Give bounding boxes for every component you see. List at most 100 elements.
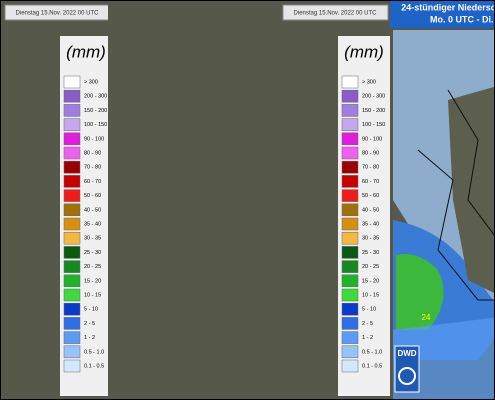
legend-label: 90 - 100 bbox=[84, 136, 104, 142]
date-box bbox=[282, 4, 389, 21]
legend-swatch bbox=[341, 345, 359, 359]
legend-label: 50 - 60 bbox=[362, 193, 379, 199]
legend-label: 0.5 - 1.0 bbox=[362, 349, 382, 355]
legend-label: 1 - 2 bbox=[84, 335, 95, 341]
legend-swatch bbox=[63, 345, 81, 359]
map-value-label: 24 bbox=[422, 313, 431, 322]
legend-swatch bbox=[341, 274, 359, 288]
legend-swatch bbox=[63, 104, 81, 117]
legend-swatch bbox=[341, 118, 359, 131]
legend-label: 0.5 - 1.0 bbox=[84, 349, 104, 355]
legend-label: 90 - 100 bbox=[362, 136, 382, 142]
legend-swatch bbox=[63, 132, 81, 146]
legend-label: 35 - 40 bbox=[362, 221, 379, 227]
date-label: Dienstag 15.Nov. 2022 00 UTC bbox=[294, 11, 378, 17]
legend-swatch bbox=[341, 75, 359, 89]
legend-swatch bbox=[63, 75, 81, 89]
legend-swatch bbox=[341, 217, 359, 231]
legend-label: 60 - 70 bbox=[84, 179, 101, 185]
map-title: 24-stündiger Niederschlag ECMWF bbox=[401, 2, 495, 12]
legend-swatch bbox=[63, 317, 81, 330]
legend-label: 20 - 25 bbox=[362, 264, 379, 270]
legend-swatch bbox=[341, 331, 359, 344]
dwd-swirl bbox=[398, 367, 416, 385]
legend-label: 35 - 40 bbox=[84, 221, 101, 227]
legend-swatch bbox=[63, 231, 81, 245]
legend-label: 15 - 20 bbox=[362, 278, 379, 284]
legend-label: 5 - 10 bbox=[84, 307, 98, 313]
legend-swatch bbox=[63, 359, 81, 373]
legend-swatch bbox=[341, 288, 359, 302]
legend-label: 100 - 150 bbox=[84, 122, 107, 128]
legend-swatch bbox=[63, 118, 81, 131]
legend-swatch bbox=[63, 288, 81, 302]
legend-label: 100 - 150 bbox=[362, 122, 385, 128]
legend-label: > 300 bbox=[362, 79, 376, 85]
legend-swatch bbox=[341, 260, 359, 273]
dwd-text: DWD bbox=[397, 349, 416, 358]
legend-swatch bbox=[63, 217, 81, 231]
legend-label: 40 - 50 bbox=[362, 207, 379, 213]
legend-swatch bbox=[63, 331, 81, 344]
unit-label: (mm) bbox=[66, 42, 106, 61]
legend-label: 10 - 15 bbox=[362, 292, 379, 298]
legend-swatch bbox=[341, 132, 359, 146]
legend-label: 30 - 35 bbox=[84, 236, 101, 242]
legend-label: 10 - 15 bbox=[84, 292, 101, 298]
legend-label: 70 - 80 bbox=[362, 165, 379, 171]
map-subtitle: Mo. 0 UTC - Di. 0 UTC bbox=[430, 14, 495, 24]
border bbox=[417, 89, 495, 301]
precip-green bbox=[396, 254, 444, 330]
legend-label: 150 - 200 bbox=[362, 108, 385, 114]
legend-swatch bbox=[341, 231, 359, 245]
legend-label: 25 - 30 bbox=[84, 250, 101, 256]
panel: 24-stündiger Niederschlag ECMWF Mo. 0 UTC… bbox=[108, 0, 495, 400]
legend-label: 2 - 5 bbox=[84, 321, 95, 327]
legend-swatch bbox=[63, 302, 81, 316]
legend-swatch bbox=[341, 160, 359, 174]
legend-swatch bbox=[341, 104, 359, 117]
unit-label: (mm) bbox=[344, 42, 384, 61]
legend-swatch bbox=[341, 203, 359, 217]
legend-swatch bbox=[341, 317, 359, 330]
header-bar bbox=[390, 0, 495, 28]
legend-swatch bbox=[341, 189, 359, 202]
legend-swatch bbox=[341, 359, 359, 373]
legend-label: 30 - 35 bbox=[362, 236, 379, 242]
legend-label: 200 - 300 bbox=[84, 94, 107, 100]
legend-label: 150 - 200 bbox=[84, 108, 107, 114]
legend-label: 70 - 80 bbox=[84, 165, 101, 171]
legend-swatch bbox=[63, 175, 81, 188]
date-label: Dienstag 15.Nov. 2022 00 UTC bbox=[16, 11, 100, 17]
legend-swatch bbox=[63, 146, 81, 160]
legend-label: 15 - 20 bbox=[84, 278, 101, 284]
legend-label: 0.1 - 0.5 bbox=[362, 363, 382, 369]
legend-label: 50 - 60 bbox=[84, 193, 101, 199]
legend-swatch bbox=[63, 160, 81, 174]
legend-label: 40 - 50 bbox=[84, 207, 101, 213]
legend-swatch bbox=[63, 203, 81, 217]
legend-swatch bbox=[63, 246, 81, 259]
legend-label: 20 - 25 bbox=[84, 264, 101, 270]
legend-label: 5 - 10 bbox=[362, 307, 376, 313]
legend-label: 200 - 300 bbox=[362, 94, 385, 100]
legend-label: 1 - 2 bbox=[362, 335, 373, 341]
legend-label: 80 - 90 bbox=[84, 150, 101, 156]
legend-label: 80 - 90 bbox=[362, 150, 379, 156]
legend-swatch bbox=[341, 89, 359, 103]
legend-swatch bbox=[63, 189, 81, 202]
legend-swatch bbox=[341, 146, 359, 160]
legend-swatch bbox=[341, 246, 359, 259]
land-overlay bbox=[448, 86, 495, 294]
legend-label: 25 - 30 bbox=[362, 250, 379, 256]
legend-swatch bbox=[63, 274, 81, 288]
legend-swatch bbox=[341, 302, 359, 316]
legend-swatch bbox=[63, 260, 81, 273]
legend-label: 0.1 - 0.5 bbox=[84, 363, 104, 369]
legend-swatch bbox=[63, 89, 81, 103]
legend-swatch bbox=[341, 175, 359, 188]
legend-label: 2 - 5 bbox=[362, 321, 373, 327]
legend-label: 60 - 70 bbox=[362, 179, 379, 185]
